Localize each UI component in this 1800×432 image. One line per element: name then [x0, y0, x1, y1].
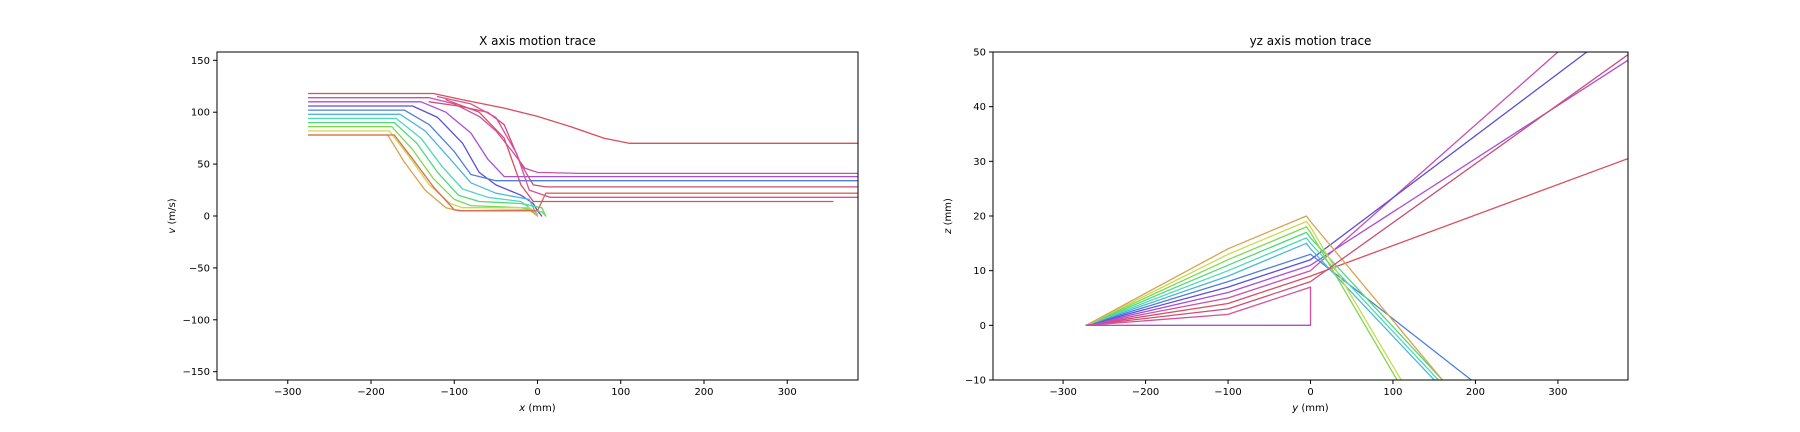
x-tick-label: −200	[357, 387, 384, 398]
trace-line-12	[428, 101, 858, 188]
trace-line-2	[1085, 59, 1628, 326]
x-axis-motion-chart: −300 −200 −100 0 100 200 300 −150 −100 −50 0 50 100 1…	[167, 34, 859, 414]
trace-line-0	[1085, 157, 1628, 326]
chart-title: yz axis motion trace	[1250, 34, 1372, 48]
trace-line-1	[307, 97, 858, 175]
trace-line-12	[1085, 286, 1312, 326]
y-tick-label: 100	[191, 108, 210, 119]
x-tick-label: 300	[778, 387, 797, 398]
trace-line-5	[1085, 242, 1435, 380]
x-axis-label: x (mm)	[518, 403, 555, 414]
x-tick-label: 300	[1548, 387, 1567, 398]
trace-line-7	[1085, 231, 1444, 380]
trace-line-11	[1085, 54, 1628, 326]
y-tick-label: 30	[973, 157, 986, 168]
y-tick-label: −150	[183, 367, 210, 378]
y-tick-label: 150	[191, 56, 210, 67]
x-tick-label: 100	[611, 387, 630, 398]
x-tick-label: 0	[1307, 387, 1313, 398]
trace-line-11	[307, 134, 858, 212]
y-tick-label: −100	[183, 315, 210, 326]
x-tick-label: −100	[441, 387, 468, 398]
trace-line-5	[307, 113, 539, 217]
trace-line-14	[445, 99, 834, 203]
trace-group	[307, 92, 858, 217]
y-tick-label: −50	[189, 263, 210, 274]
x-tick-label: 200	[1466, 387, 1485, 398]
trace-line-7	[307, 121, 547, 217]
trace-line-10	[1085, 215, 1444, 380]
y-tick-label: −10	[965, 376, 986, 387]
y-axis-label: v (m/s)	[167, 198, 178, 233]
x-axis-label: y (mm)	[1291, 403, 1328, 414]
plot-frame	[992, 51, 1629, 381]
trace-line-6	[1085, 237, 1439, 380]
x-tick-label: −300	[274, 387, 301, 398]
trace-line-0	[307, 92, 858, 144]
trace-line-4	[1085, 253, 1472, 380]
trace-line-2	[307, 101, 858, 178]
y-tick-label: 0	[204, 212, 210, 223]
x-tick-label: 100	[1383, 387, 1402, 398]
y-tick-label: 50	[973, 48, 986, 59]
trace-line-8	[1085, 226, 1398, 380]
trace-group	[1085, 52, 1628, 380]
trace-line-10	[307, 134, 539, 217]
trace-line-4	[307, 109, 858, 182]
y-tick-label: 20	[973, 212, 986, 223]
y-tick-label: 50	[197, 160, 210, 171]
y-tick-label: 0	[980, 321, 986, 332]
x-tick-label: −100	[1214, 387, 1241, 398]
y-axis-label: z (mm)	[943, 198, 954, 235]
trace-line-6	[307, 117, 539, 215]
trace-line-3	[1085, 52, 1588, 326]
chart-title: X axis motion trace	[479, 34, 596, 48]
x-tick-label: 200	[694, 387, 713, 398]
y-tick-label: 10	[973, 266, 986, 277]
trace-line-13	[436, 95, 858, 198]
trace-line-1	[1085, 52, 1559, 326]
x-tick-label: 0	[534, 387, 540, 398]
trace-line-9	[1085, 220, 1402, 380]
y-tick-label: 40	[973, 102, 986, 113]
x-tick-label: −200	[1132, 387, 1159, 398]
x-tick-label: −300	[1049, 387, 1076, 398]
